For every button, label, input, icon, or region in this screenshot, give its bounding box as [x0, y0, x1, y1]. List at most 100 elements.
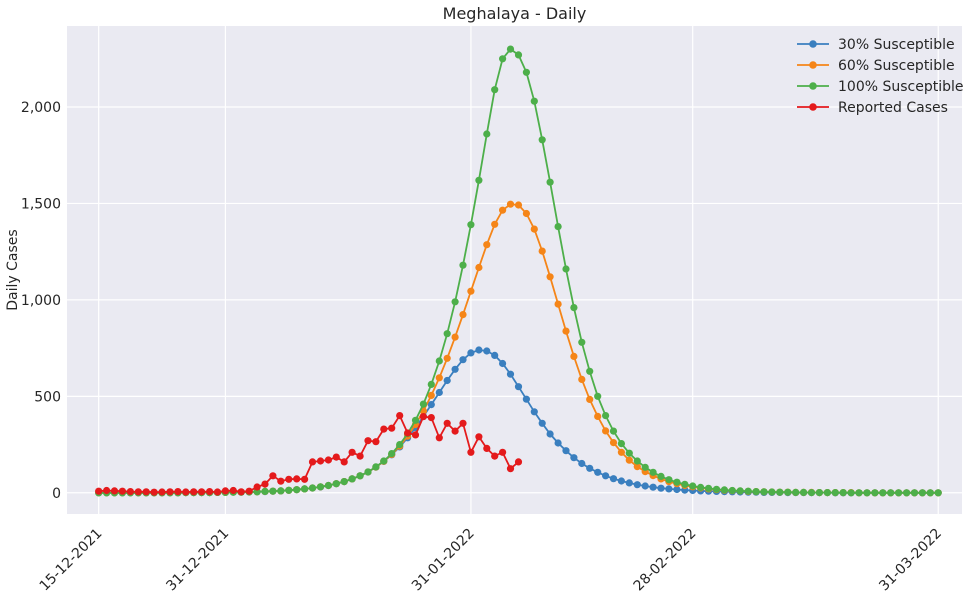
- data-point: [308, 458, 317, 466]
- data-point: [499, 448, 507, 456]
- data-point: [570, 454, 578, 462]
- data-point: [340, 478, 348, 486]
- x-tick-label: 28-02-2022: [631, 526, 700, 591]
- data-point: [364, 468, 372, 476]
- data-point: [388, 424, 396, 432]
- data-point: [586, 395, 594, 403]
- data-point: [190, 488, 198, 496]
- data-point: [110, 487, 119, 495]
- data-point: [332, 480, 340, 488]
- data-point: [522, 395, 531, 403]
- data-point: [451, 427, 459, 435]
- data-point: [792, 488, 800, 496]
- data-point: [475, 346, 483, 354]
- data-point: [823, 489, 832, 497]
- data-point: [380, 425, 388, 433]
- data-point: [784, 488, 792, 496]
- data-point: [617, 440, 626, 448]
- data-point: [467, 448, 475, 456]
- data-point: [324, 456, 332, 464]
- data-point: [546, 273, 554, 281]
- data-point: [602, 427, 610, 435]
- data-point: [435, 357, 443, 365]
- data-point: [467, 349, 475, 357]
- data-point: [562, 265, 570, 273]
- data-point: [673, 478, 681, 486]
- legend: 30% Susceptible 60% Susceptible 100% Susce…: [797, 37, 964, 116]
- data-point: [348, 448, 356, 456]
- data-point: [491, 86, 499, 94]
- data-point: [530, 97, 538, 105]
- data-point: [380, 457, 388, 465]
- data-point: [681, 480, 689, 488]
- data-point: [570, 352, 578, 360]
- data-point: [301, 485, 309, 493]
- legend-label: Reported Cases: [838, 100, 948, 116]
- data-point: [245, 487, 253, 495]
- data-point: [435, 388, 443, 397]
- legend-label: 30% Susceptible: [838, 37, 955, 53]
- data-point: [625, 449, 633, 457]
- data-point: [538, 419, 546, 427]
- data-point: [522, 68, 531, 76]
- data-point: [316, 457, 325, 465]
- data-point: [617, 477, 626, 485]
- data-point: [356, 472, 364, 480]
- data-point: [910, 489, 919, 497]
- data-point: [578, 338, 586, 346]
- legend-item: 100% Susceptible: [797, 79, 964, 95]
- data-point: [673, 485, 681, 494]
- data-point: [293, 486, 301, 494]
- y-tick-label: 500: [34, 389, 61, 405]
- data-point: [356, 452, 364, 460]
- data-point: [609, 475, 618, 483]
- data-point: [562, 327, 570, 335]
- x-tick-label: 15-12-2021: [37, 526, 106, 591]
- data-point: [277, 477, 285, 485]
- data-point: [625, 479, 633, 487]
- data-point: [514, 458, 523, 466]
- data-point: [443, 354, 451, 362]
- data-point: [617, 448, 626, 456]
- data-point: [609, 427, 618, 435]
- data-point: [396, 441, 404, 449]
- data-point: [633, 457, 641, 465]
- data-point: [483, 444, 491, 452]
- data-point: [435, 374, 443, 382]
- data-point: [396, 412, 404, 420]
- data-point: [483, 347, 491, 355]
- data-point: [704, 484, 713, 492]
- data-point: [499, 55, 507, 63]
- data-point: [229, 486, 237, 495]
- legend-marker: [809, 103, 817, 111]
- data-point: [427, 401, 435, 409]
- grid-lines: [67, 26, 962, 514]
- data-point: [625, 456, 633, 464]
- data-point: [459, 311, 467, 319]
- plot-area: [67, 26, 962, 514]
- data-point: [815, 489, 824, 497]
- data-point: [475, 176, 483, 184]
- data-point: [158, 488, 166, 496]
- data-point: [404, 429, 412, 437]
- series-layer: [95, 45, 942, 497]
- data-point: [491, 220, 499, 228]
- data-point: [451, 298, 459, 306]
- data-point: [475, 263, 483, 272]
- series-reported-cases: [95, 412, 523, 496]
- data-point: [261, 487, 269, 495]
- data-point: [594, 468, 602, 476]
- data-point: [578, 375, 586, 383]
- data-point: [530, 225, 538, 233]
- data-point: [293, 475, 301, 483]
- data-point: [332, 453, 340, 461]
- legend-item: Reported Cases: [797, 100, 948, 116]
- legend-marker: [809, 61, 817, 69]
- data-point: [514, 383, 523, 391]
- data-point: [586, 367, 594, 375]
- data-point: [443, 376, 451, 385]
- data-point: [839, 489, 847, 497]
- data-point: [776, 488, 784, 496]
